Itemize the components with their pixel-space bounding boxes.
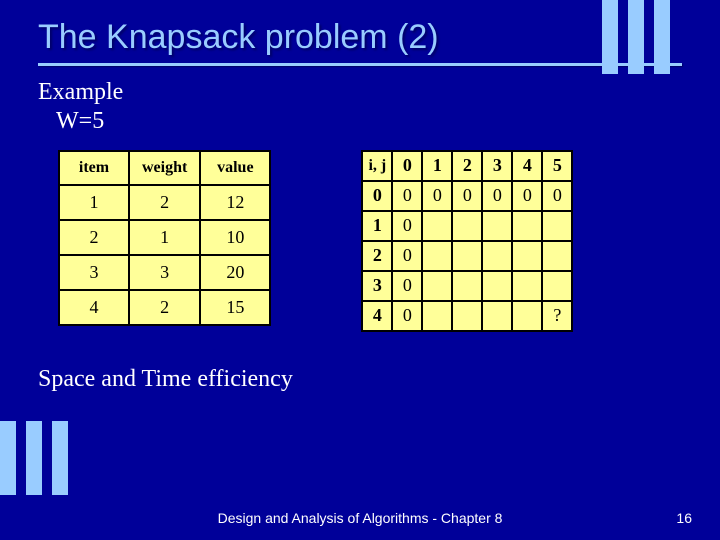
dp-col-header: 4 — [512, 151, 542, 181]
dp-col-header: 2 — [452, 151, 482, 181]
table-cell: 0 — [392, 271, 422, 301]
table-cell — [542, 211, 572, 241]
dp-col-header: 5 — [542, 151, 572, 181]
table-cell — [482, 241, 512, 271]
table-cell — [482, 211, 512, 241]
table-cell — [452, 211, 482, 241]
dp-row-header: 2 — [362, 241, 392, 271]
items-table: item weight value 1212211033204215 — [58, 150, 271, 326]
table-row: 20 — [362, 241, 572, 271]
table-row: 2110 — [59, 220, 270, 255]
table-cell: 10 — [200, 220, 270, 255]
bottom-text: Space and Time efficiency — [38, 366, 682, 393]
table-cell: 0 — [392, 301, 422, 331]
table-cell — [482, 271, 512, 301]
slide-footer: Design and Analysis of Algorithms - Chap… — [0, 510, 720, 526]
table-cell — [482, 301, 512, 331]
page-number: 16 — [676, 510, 692, 526]
table-cell: 2 — [129, 290, 200, 325]
table-cell — [452, 241, 482, 271]
table-cell: 15 — [200, 290, 270, 325]
dp-row-header: 3 — [362, 271, 392, 301]
table-cell: 12 — [200, 185, 270, 220]
table-cell — [542, 241, 572, 271]
dp-col-header: 1 — [422, 151, 452, 181]
table-row: 1212 — [59, 185, 270, 220]
table-cell: 0 — [512, 181, 542, 211]
table-cell: 1 — [59, 185, 129, 220]
table-cell: 2 — [59, 220, 129, 255]
table-cell — [512, 271, 542, 301]
table-cell: 0 — [542, 181, 572, 211]
dp-row-header: 1 — [362, 211, 392, 241]
table-row: 0000000 — [362, 181, 572, 211]
table-cell: 4 — [59, 290, 129, 325]
example-heading: Example W=5 — [38, 78, 682, 136]
table-cell — [542, 271, 572, 301]
table-row: 30 — [362, 271, 572, 301]
decor-stripes-top — [602, 0, 670, 74]
table-cell: 0 — [482, 181, 512, 211]
table-cell: ? — [542, 301, 572, 331]
dp-corner: i, j — [362, 151, 392, 181]
table-cell — [422, 241, 452, 271]
table-cell: 0 — [392, 181, 422, 211]
table-cell: 0 — [392, 211, 422, 241]
table-row: 3320 — [59, 255, 270, 290]
dp-col-header: 3 — [482, 151, 512, 181]
table-cell: 3 — [59, 255, 129, 290]
table-cell — [422, 301, 452, 331]
items-col-header: item — [59, 151, 129, 185]
capacity-label: W=5 — [56, 108, 104, 134]
dp-row-header: 0 — [362, 181, 392, 211]
table-cell: 0 — [452, 181, 482, 211]
items-col-header: value — [200, 151, 270, 185]
dp-row-header: 4 — [362, 301, 392, 331]
dp-table: i, j 012345 000000010203040? — [361, 150, 573, 332]
table-cell: 20 — [200, 255, 270, 290]
table-cell — [512, 241, 542, 271]
table-cell: 3 — [129, 255, 200, 290]
table-cell — [422, 211, 452, 241]
example-label: Example — [38, 79, 123, 105]
table-cell — [452, 271, 482, 301]
table-cell — [422, 271, 452, 301]
items-col-header: weight — [129, 151, 200, 185]
decor-stripes-bottom — [0, 421, 68, 495]
table-row: 10 — [362, 211, 572, 241]
table-cell: 1 — [129, 220, 200, 255]
table-cell: 2 — [129, 185, 200, 220]
table-cell — [512, 301, 542, 331]
table-cell — [512, 211, 542, 241]
table-row: 40? — [362, 301, 572, 331]
dp-col-header: 0 — [392, 151, 422, 181]
table-cell — [452, 301, 482, 331]
table-cell: 0 — [392, 241, 422, 271]
table-cell: 0 — [422, 181, 452, 211]
table-row: 4215 — [59, 290, 270, 325]
